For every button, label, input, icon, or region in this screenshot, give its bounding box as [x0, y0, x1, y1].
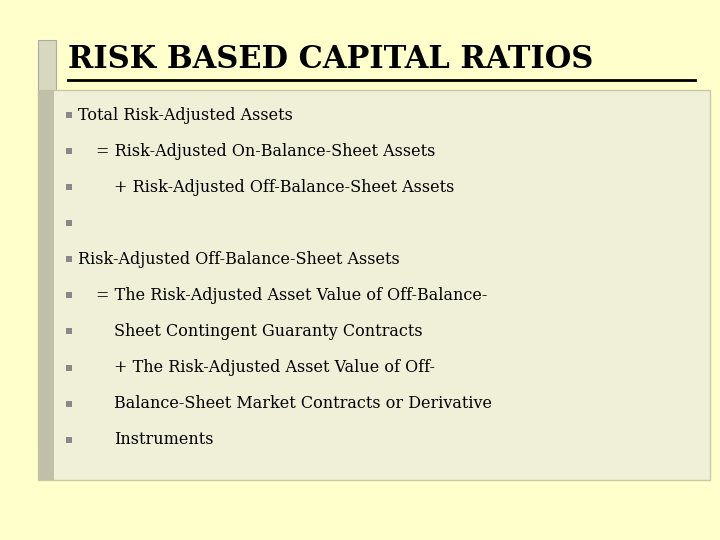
Text: Instruments: Instruments — [114, 431, 214, 448]
Bar — [38, 90, 54, 480]
Text: Total Risk-Adjusted Assets: Total Risk-Adjusted Assets — [78, 106, 293, 124]
Text: Balance-Sheet Market Contracts or Derivative: Balance-Sheet Market Contracts or Deriva… — [114, 395, 492, 412]
Text: Risk-Adjusted Off-Balance-Sheet Assets: Risk-Adjusted Off-Balance-Sheet Assets — [78, 251, 400, 268]
Bar — [66, 112, 72, 118]
Text: Sheet Contingent Guaranty Contracts: Sheet Contingent Guaranty Contracts — [114, 323, 423, 340]
Bar — [66, 220, 72, 226]
Bar — [66, 293, 72, 299]
Text: = Risk-Adjusted On-Balance-Sheet Assets: = Risk-Adjusted On-Balance-Sheet Assets — [96, 143, 436, 160]
Bar — [66, 328, 72, 334]
Bar — [38, 40, 56, 440]
Text: + The Risk-Adjusted Asset Value of Off-: + The Risk-Adjusted Asset Value of Off- — [114, 359, 435, 376]
Text: = The Risk-Adjusted Asset Value of Off-Balance-: = The Risk-Adjusted Asset Value of Off-B… — [96, 287, 487, 304]
Bar — [66, 364, 72, 370]
Text: + Risk-Adjusted Off-Balance-Sheet Assets: + Risk-Adjusted Off-Balance-Sheet Assets — [114, 179, 454, 195]
Bar — [66, 148, 72, 154]
FancyBboxPatch shape — [38, 90, 710, 480]
Bar — [66, 184, 72, 190]
Bar — [66, 437, 72, 443]
Bar — [66, 256, 72, 262]
Bar — [66, 401, 72, 407]
Text: RISK BASED CAPITAL RATIOS: RISK BASED CAPITAL RATIOS — [68, 44, 593, 76]
